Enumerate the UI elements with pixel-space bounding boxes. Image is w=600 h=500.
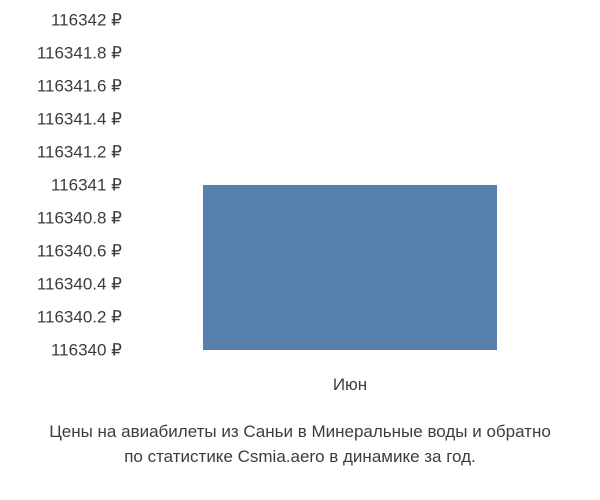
y-tick-label: 116341.4 ₽ (0, 111, 122, 128)
caption-line-2: по статистике Csmia.aero в динамике за г… (124, 447, 476, 466)
y-tick-label: 116340.2 ₽ (0, 309, 122, 326)
y-tick-label: 116340.8 ₽ (0, 210, 122, 227)
bar (203, 185, 498, 350)
y-tick-label: 116340 ₽ (0, 342, 122, 359)
y-tick-label: 116341 ₽ (0, 177, 122, 194)
chart-caption: Цены на авиабилеты из Саньи в Минеральны… (0, 420, 600, 469)
y-tick-label: 116341.2 ₽ (0, 144, 122, 161)
price-chart: 116340 ₽ 116340.2 ₽ 116340.4 ₽ 116340.6 ₽ 11… (0, 0, 600, 420)
y-tick-label: 116340.4 ₽ (0, 276, 122, 293)
y-tick-label: 116340.6 ₽ (0, 243, 122, 260)
y-tick-label: 116341.6 ₽ (0, 78, 122, 95)
y-tick-label: 116342 ₽ (0, 12, 122, 29)
plot-area (130, 20, 570, 350)
y-tick-label: 116341.8 ₽ (0, 45, 122, 62)
x-tick-label: Июн (333, 375, 367, 395)
caption-line-1: Цены на авиабилеты из Саньи в Минеральны… (49, 422, 551, 441)
